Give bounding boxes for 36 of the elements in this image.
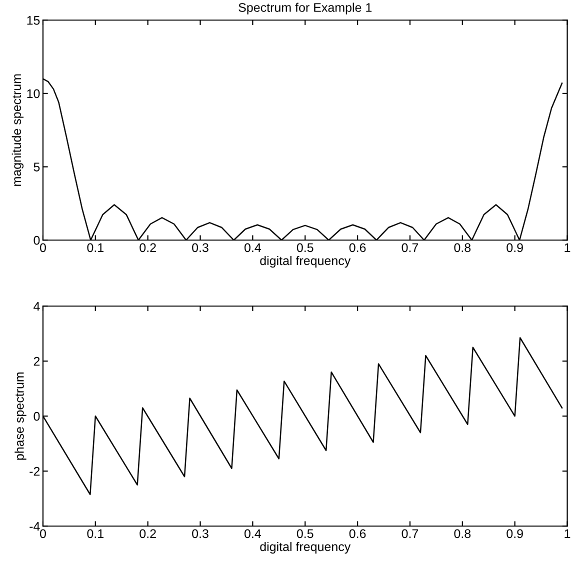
x-tick-label: 0.1	[87, 529, 104, 538]
x-tick-label: 0.5	[296, 529, 314, 538]
x-tick-label: 0.3	[192, 529, 208, 538]
x-tick-label: 1	[564, 529, 570, 538]
y-tick-label: 15	[27, 16, 40, 25]
y-tick-label: 0	[34, 412, 40, 421]
x-tick-label: 0.2	[140, 529, 156, 538]
x-tick-label: 0.1	[87, 243, 104, 252]
x-tick-label: 0.4	[244, 243, 262, 252]
x-tick-label: 0.2	[140, 243, 156, 252]
y-axis-title: magnitude spectrum	[12, 74, 24, 186]
y-tick-label: 5	[34, 162, 40, 172]
x-tick-label: 0.6	[349, 243, 366, 252]
x-tick-label: 0	[40, 243, 46, 252]
x-tick-label: 0.8	[454, 529, 471, 538]
x-tick-label: 0.9	[506, 243, 523, 252]
y-tick-label: 0	[34, 236, 40, 245]
x-tick-label: 0.6	[349, 529, 366, 538]
chart-title: Spectrum for Example 1	[238, 2, 372, 14]
y-axis-title: phase spectrum	[14, 372, 26, 460]
y-tick-label: -2	[30, 466, 40, 476]
y-tick-label: 10	[27, 89, 40, 98]
x-tick-label: 0.7	[402, 529, 418, 538]
x-tick-label: 1	[564, 243, 570, 252]
x-tick-label: 0.5	[296, 243, 314, 252]
y-tick-label: 4	[34, 302, 40, 311]
x-axis-title: digital frequency	[260, 256, 351, 268]
x-tick-label: 0.7	[402, 243, 418, 252]
x-tick-label: 0.4	[244, 529, 262, 538]
x-axis-title: digital frequency	[260, 542, 351, 554]
y-tick-label: -4	[30, 522, 40, 531]
y-tick-label: 2	[34, 356, 40, 366]
x-tick-label: 0.3	[192, 243, 208, 252]
x-tick-label: 0.9	[506, 529, 523, 538]
x-tick-label: 0	[40, 529, 46, 538]
x-tick-label: 0.8	[454, 243, 471, 252]
